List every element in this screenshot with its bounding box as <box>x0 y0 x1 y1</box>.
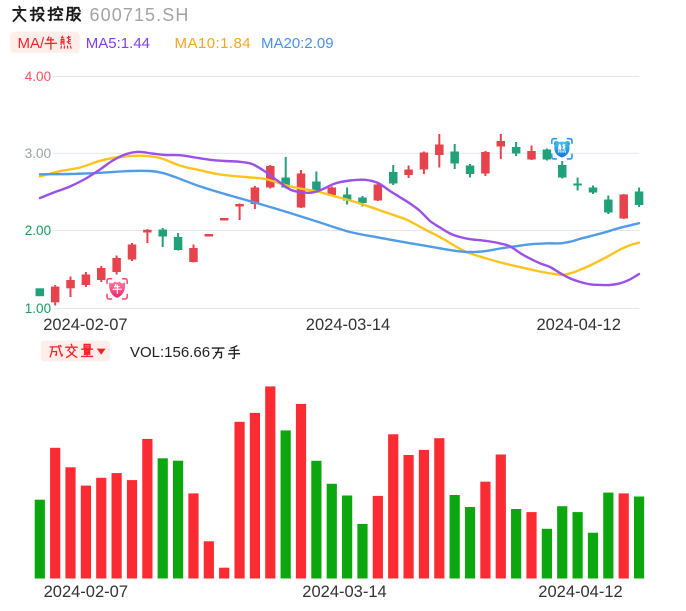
svg-text:1.00: 1.00 <box>25 301 51 316</box>
svg-text:2024-02-07: 2024-02-07 <box>44 583 128 601</box>
svg-text:MA5:1.44: MA5:1.44 <box>86 35 150 52</box>
svg-text:3.00: 3.00 <box>25 146 51 161</box>
svg-text:4.00: 4.00 <box>25 69 51 84</box>
svg-text:2024-03-14: 2024-03-14 <box>306 316 390 334</box>
svg-text:VOL:156.66: VOL:156.66 <box>130 344 210 361</box>
svg-text:2.00: 2.00 <box>25 223 51 238</box>
svg-text:2024-04-12: 2024-04-12 <box>538 583 622 601</box>
svg-text:2024-02-07: 2024-02-07 <box>43 316 127 334</box>
svg-text:MA20:2.09: MA20:2.09 <box>261 35 334 52</box>
svg-text:2024-03-14: 2024-03-14 <box>302 583 386 601</box>
svg-text:2024-04-12: 2024-04-12 <box>536 316 620 334</box>
svg-text:MA/: MA/ <box>18 35 46 52</box>
svg-text:600715.SH: 600715.SH <box>90 5 190 25</box>
svg-text:MA10:1.84: MA10:1.84 <box>175 35 252 52</box>
